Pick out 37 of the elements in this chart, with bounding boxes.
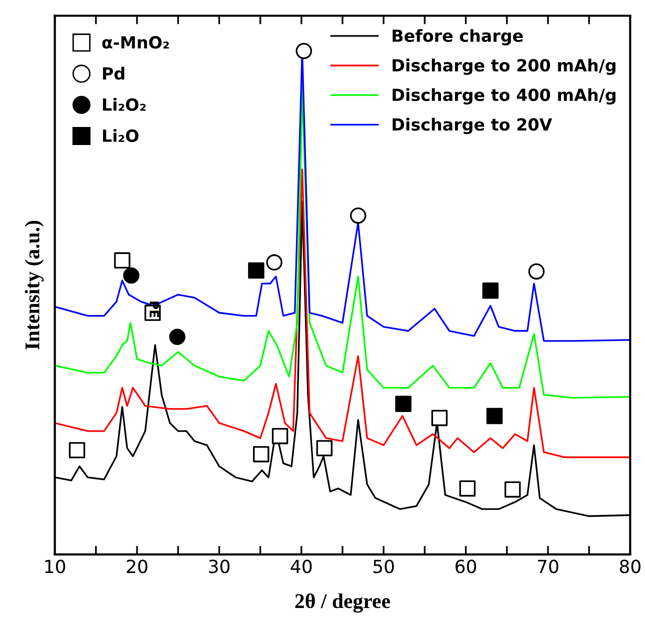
x-tick-label: 70 (538, 560, 558, 574)
point (504, 481, 521, 498)
point (123, 267, 140, 284)
x-tick-label: 20 (126, 560, 148, 574)
x-tick-label: 80 (620, 560, 640, 574)
point (248, 262, 264, 279)
point (266, 254, 282, 271)
x-tick-label: 60 (456, 560, 476, 574)
legend-label: Pd (103, 66, 124, 80)
point (431, 410, 448, 426)
x-tick-label: 40 (290, 560, 312, 574)
point (350, 207, 366, 224)
legend-label: Li₂O (103, 129, 138, 142)
legend-label: Li₂O₂ (103, 98, 146, 111)
legend-label: α-MnO₂ (102, 36, 169, 49)
legend-label: Discharge to 200 mAh/g (392, 58, 616, 75)
annotation: PE (150, 302, 159, 318)
point (459, 480, 476, 497)
point (272, 428, 288, 444)
point (68, 442, 86, 458)
point (395, 396, 412, 412)
point (253, 446, 270, 462)
legend-label: Discharge to 400 mAh/g (392, 88, 616, 105)
point (482, 282, 499, 299)
point (316, 440, 333, 456)
point (114, 252, 130, 269)
legend-label: Discharge to 20V (392, 118, 552, 134)
point (296, 42, 312, 60)
x-axis-title: 2θ / degree (295, 593, 390, 613)
x-tick-label: 10 (45, 560, 66, 574)
point (169, 328, 186, 346)
legend-label: Before charge (392, 29, 523, 46)
y-axis-title: Intensity (a.u.) (24, 220, 44, 350)
point (486, 408, 503, 424)
x-tick-label: 50 (373, 560, 394, 574)
x-tick-label: 30 (209, 560, 230, 574)
point (528, 263, 545, 280)
